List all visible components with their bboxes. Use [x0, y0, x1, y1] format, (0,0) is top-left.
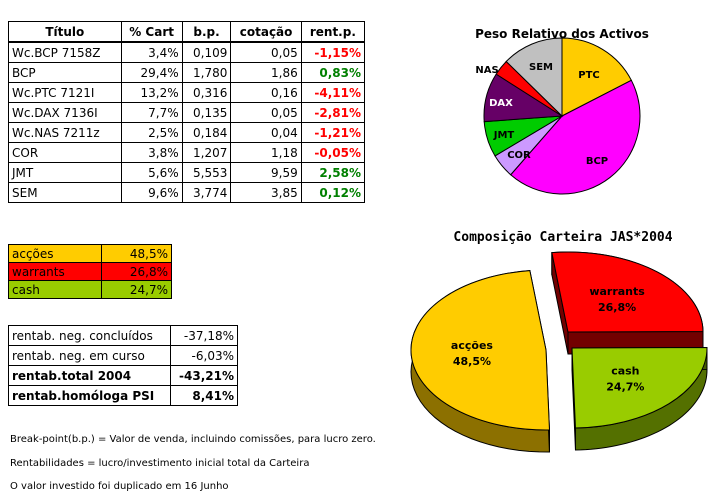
pie2-label-value: 48,5% — [453, 355, 491, 368]
cell-rent: -1,15% — [300, 41, 366, 63]
note-rentabilidades: Rentabilidades = lucro/investimento inic… — [10, 458, 310, 469]
cell-cotacao: 9,59 — [230, 162, 302, 183]
header-rent: rent.p. — [300, 21, 366, 43]
pie2-title: Composição Carteira JAS*2004 — [453, 230, 672, 245]
allocation-row: cash 24,7% — [8, 280, 173, 299]
cell-cotacao: 1,18 — [230, 142, 302, 163]
pie1-label-sem: SEM — [529, 62, 553, 73]
pie1-label-nas: NAS — [475, 65, 498, 76]
pie1-label-cor: COR — [507, 150, 531, 161]
allocation-value: 48,5% — [100, 244, 173, 263]
cell-rent: -1,21% — [300, 122, 366, 143]
holdings-row: SEM 9,6% 3,774 3,85 0,12% — [8, 182, 366, 203]
allocation-label: acções — [8, 244, 102, 263]
cell-cotacao: 1,86 — [230, 62, 302, 83]
cell-bp: 3,774 — [181, 182, 232, 203]
pie2-slice-0 — [410, 270, 550, 431]
pie1-slice-ptc — [561, 37, 633, 117]
header-cart: % Cart — [120, 21, 183, 43]
cell-titulo: Wc.BCP 7158Z — [8, 41, 122, 63]
pie1-group: PTC BCP COR JMT DAX NAS SEM — [475, 37, 641, 195]
cell-cotacao: 3,85 — [230, 182, 302, 203]
header-titulo: Título — [8, 21, 122, 43]
returns-label: rentab.homóloga PSI — [8, 385, 171, 406]
returns-body: rentab. neg. concluídos -37,18% rentab. ne… — [8, 325, 239, 406]
cell-titulo: JMT — [8, 162, 122, 183]
cell-rent: 0,12% — [300, 182, 366, 203]
allocation-body: acções 48,5% warrants 26,8% cash 24,7% — [8, 244, 173, 299]
pie1-slice-bcp — [509, 79, 641, 195]
cell-bp: 1,780 — [181, 62, 232, 83]
pie2-label-category: warrants — [589, 285, 645, 298]
holdings-row: Wc.PTC 7121I 13,2% 0,316 0,16 -4,11% — [8, 82, 366, 103]
cell-rent: 0,83% — [300, 62, 366, 83]
pie2-slice-1 — [551, 251, 704, 333]
pie2-slice-2 — [571, 346, 708, 429]
pie1-label-jmt: JMT — [493, 130, 515, 141]
allocation-table: acções 48,5% warrants 26,8% cash 24,7% — [8, 244, 173, 299]
pie1-slice-sem — [505, 37, 563, 118]
cell-rent: 2,58% — [300, 162, 366, 183]
holdings-row: Wc.DAX 7136I 7,7% 0,135 0,05 -2,81% — [8, 102, 366, 123]
header-cotacao: cotação — [230, 21, 302, 43]
pie1-label-ptc: PTC — [578, 70, 600, 81]
returns-label: rentab.total 2004 — [8, 365, 171, 386]
pie2-group: acções 48,5% warrants 26,8% cash 24,7% — [410, 251, 708, 453]
cell-cart: 9,6% — [120, 182, 183, 203]
pie1-label-dax: DAX — [489, 98, 513, 109]
cell-titulo: SEM — [8, 182, 122, 203]
pie2-label-value: 26,8% — [598, 301, 636, 314]
returns-value: -6,03% — [169, 345, 239, 366]
header-bp: b.p. — [181, 21, 232, 43]
cell-cotacao: 0,05 — [230, 41, 302, 63]
returns-table: rentab. neg. concluídos -37,18% rentab. ne… — [8, 325, 239, 406]
pie1-label-bcp: BCP — [586, 156, 608, 167]
returns-value: 8,41% — [169, 385, 239, 406]
note-breakpoint: Break-point(b.p.) = Valor de venda, incl… — [10, 434, 376, 445]
cell-titulo: Wc.DAX 7136I — [8, 102, 122, 123]
cell-cart: 3,8% — [120, 142, 183, 163]
cell-bp: 1,207 — [181, 142, 232, 163]
allocation-row: acções 48,5% — [8, 244, 173, 263]
cell-cart: 7,7% — [120, 102, 183, 123]
holdings-table: Título % Cart b.p. cotação rent.p. Wc.BC… — [8, 21, 366, 203]
holdings-row: JMT 5,6% 5,553 9,59 2,58% — [8, 162, 366, 183]
cell-rent: -0,05% — [300, 142, 366, 163]
cell-rent: -4,11% — [300, 82, 366, 103]
holdings-row: BCP 29,4% 1,780 1,86 0,83% — [8, 62, 366, 83]
returns-label: rentab. neg. concluídos — [8, 325, 171, 346]
cell-titulo: Wc.PTC 7121I — [8, 82, 122, 103]
allocation-value: 24,7% — [100, 280, 173, 299]
cell-rent: -2,81% — [300, 102, 366, 123]
returns-row: rentab.homóloga PSI 8,41% — [8, 385, 239, 406]
cell-bp: 0,316 — [181, 82, 232, 103]
note-investido: O valor investido foi duplicado em 16 Ju… — [10, 481, 229, 492]
holdings-body: Wc.BCP 7158Z 3,4% 0,109 0,05 -1,15% BCP 29,4% 1… — [8, 41, 366, 203]
pie2-label-category: cash — [611, 365, 639, 378]
cell-cart: 13,2% — [120, 82, 183, 103]
pie2-label-value: 24,7% — [606, 381, 644, 394]
pie1-title: Peso Relativo dos Activos — [475, 27, 649, 41]
returns-value: -37,18% — [169, 325, 239, 346]
returns-row: rentab. neg. concluídos -37,18% — [8, 325, 239, 346]
holdings-header-row: Título % Cart b.p. cotação rent.p. — [8, 21, 366, 43]
cell-cart: 2,5% — [120, 122, 183, 143]
pie2-label-category: acções — [451, 339, 493, 352]
